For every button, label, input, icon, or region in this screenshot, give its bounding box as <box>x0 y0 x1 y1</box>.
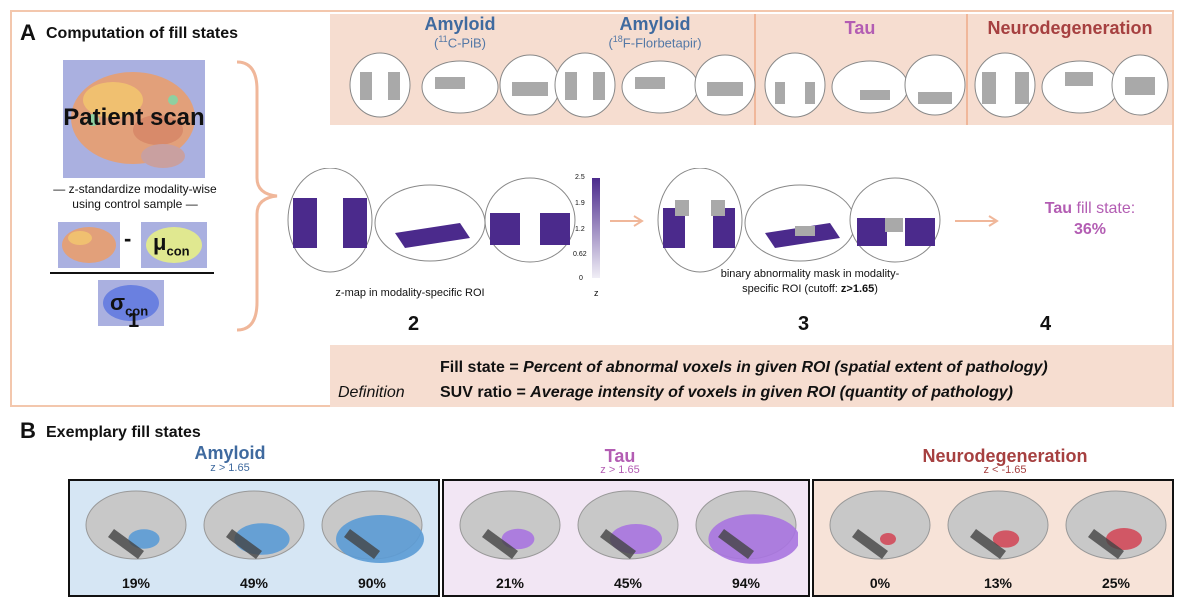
roi-divider <box>754 14 756 125</box>
standardize-text-1: — z-standardize modality-wise <box>53 182 217 196</box>
roi-header-amyloid-pib: Amyloid <box>424 14 496 34</box>
abnormal-region <box>708 514 798 564</box>
fill-state-percent: 94% <box>731 575 761 591</box>
roi-header-tau: Tau <box>844 18 876 38</box>
sigma-con-image <box>98 280 164 326</box>
neurodegeneration-examples-panel: 0% 13% 25% <box>812 479 1174 597</box>
amyloid-examples-panel: 19% 49% 90% <box>68 479 440 597</box>
z-colorbar <box>592 178 600 278</box>
definition-band <box>330 345 1172 407</box>
brain-surface-3 <box>695 490 798 564</box>
standardize-text-2: using control sample — <box>72 197 198 211</box>
definition-fill-state: Fill state = Percent of abnormal voxels … <box>440 359 1048 376</box>
tracer-pib: (11C-PiB) <box>434 34 486 51</box>
fill-state-percent: 49% <box>239 575 269 591</box>
brain-surface-2 <box>203 490 305 560</box>
panel-a-letter: A <box>20 20 36 45</box>
arrow-right-icon <box>955 215 999 227</box>
definition-label: Definition <box>338 384 405 401</box>
tracer-florbetapir: (18F-Florbetapir) <box>608 34 702 51</box>
roi-header-neurodegeneration: Neurodegeneration <box>987 18 1153 38</box>
colorbar-label: z <box>594 288 599 298</box>
brain-surface-1 <box>829 490 931 560</box>
fill-state-percent: 45% <box>613 575 643 591</box>
group-title-tau: Tau <box>604 446 636 466</box>
group-title-neurodegeneration: Neurodegeneration <box>922 446 1088 466</box>
abnormality-mask-brains <box>657 168 941 273</box>
scan-thumbnail <box>58 222 120 268</box>
brain-surface-2 <box>947 490 1049 560</box>
abnormal-region <box>336 515 424 563</box>
fill-state-percent: 21% <box>495 575 525 591</box>
colorbar-tick: 0.62 <box>573 251 587 258</box>
roi-brain-maps <box>349 52 1169 118</box>
z-map-caption: z-map in modality-specific ROI <box>335 287 485 299</box>
group-cutoff-tau: z > 1.65 <box>600 464 640 476</box>
abnormal-region <box>880 533 896 545</box>
fill-state-value: 36% <box>1073 221 1107 238</box>
colorbar-tick: 1.2 <box>575 226 585 233</box>
brain-surface-1 <box>85 490 187 560</box>
fill-state-percent: 19% <box>121 575 151 591</box>
patient-scan-image <box>63 60 205 178</box>
panel-b-title: Exemplary fill states <box>46 424 201 441</box>
abnormal-region <box>992 530 1020 548</box>
group-cutoff-amyloid: z > 1.65 <box>210 462 250 474</box>
abnormal-region <box>128 529 160 549</box>
colorbar-tick: 2.5 <box>575 174 585 181</box>
fill-state-percent: 13% <box>983 575 1013 591</box>
fraction-line <box>50 272 214 274</box>
fill-state-percent: 0% <box>869 575 891 591</box>
fill-state-percent: 25% <box>1101 575 1131 591</box>
brain-surface-2 <box>577 490 679 560</box>
patient-scan-label: Patient scan <box>63 104 205 131</box>
colorbar-tick: 1.9 <box>575 200 585 207</box>
roi-header-amyloid-fbp: Amyloid <box>619 14 691 34</box>
mask-caption-2: specific ROI (cutoff: z>1.65) <box>742 283 878 295</box>
step-number-1: 1 <box>128 310 140 332</box>
mu-con-image <box>141 222 207 268</box>
sigma-symbol: σcon <box>110 290 149 319</box>
step-number-3: 3 <box>798 313 810 335</box>
step-number-4: 4 <box>1040 313 1052 335</box>
brain-surface-3 <box>1065 490 1167 560</box>
fill-state-percent: 90% <box>357 575 387 591</box>
brain-surface-1 <box>459 490 561 560</box>
panel-b-letter: B <box>20 418 36 443</box>
mask-caption-1: binary abnormality mask in modality- <box>720 268 900 280</box>
colorbar-tick: 0 <box>579 275 583 282</box>
mu-symbol: μcon <box>153 230 190 259</box>
bracket-brace <box>236 60 278 332</box>
abnormal-region <box>501 528 535 550</box>
definition-suv-ratio: SUV ratio = Average intensity of voxels … <box>440 384 1013 401</box>
roi-divider <box>966 14 968 125</box>
brain-surface-3 <box>321 490 424 563</box>
fill-state-label: Tau fill state: <box>1044 200 1136 217</box>
step-number-2: 2 <box>408 313 420 335</box>
group-cutoff-neurodegeneration: z < -1.65 <box>983 464 1027 476</box>
group-title-amyloid: Amyloid <box>194 443 266 463</box>
panel-a-title: Computation of fill states <box>46 25 238 42</box>
arrow-right-icon <box>610 215 644 227</box>
z-map-brains <box>287 168 576 273</box>
minus-sign: - <box>124 226 132 251</box>
tau-examples-panel: 21% 45% 94% <box>442 479 810 597</box>
